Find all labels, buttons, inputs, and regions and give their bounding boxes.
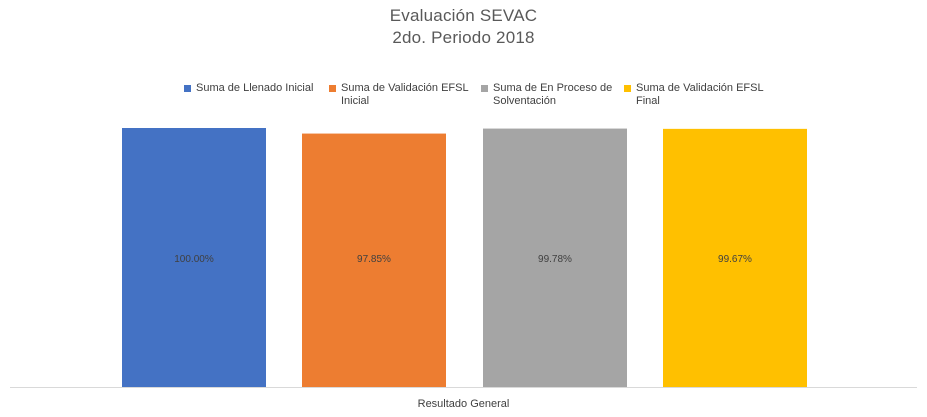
legend-item-validacion-efsl-inicial: Suma de Validación EFSL Inicial xyxy=(329,82,474,108)
data-label-3: 99.78% xyxy=(538,254,572,265)
legend-swatch-validacion-efsl-final xyxy=(624,85,631,92)
legend-label: Suma de Validación EFSL Inicial xyxy=(341,82,469,107)
legend-item-validacion-efsl-final: Suma de Validación EFSL Final xyxy=(624,82,764,108)
bar-4 xyxy=(663,128,807,387)
chart-subtitle: 2do. Periodo 2018 xyxy=(392,28,535,47)
legend-item-llenado-inicial: Suma de Llenado Inicial xyxy=(184,82,319,95)
bar-1 xyxy=(122,128,266,387)
bar-3 xyxy=(483,128,627,387)
data-label-2: 97.85% xyxy=(357,254,391,265)
legend-swatch-llenado-inicial xyxy=(184,85,191,92)
data-label-1: 100.00% xyxy=(174,254,214,265)
legend-swatch-validacion-efsl-inicial xyxy=(329,85,336,92)
legend-label: Suma de Llenado Inicial xyxy=(196,82,314,94)
legend-label: Suma de En Proceso de Solventación xyxy=(493,82,613,107)
data-label-4: 99.67% xyxy=(718,254,752,265)
legend-label: Suma de Validación EFSL Final xyxy=(636,82,764,107)
legend-swatch-en-proceso-solventacion xyxy=(481,85,488,92)
x-tick-label-1: Resultado General xyxy=(418,398,510,410)
bar-2 xyxy=(302,133,446,387)
chart-title: Evaluación SEVAC xyxy=(389,6,538,25)
legend-item-en-proceso-solventacion: Suma de En Proceso de Solventación xyxy=(481,82,616,108)
